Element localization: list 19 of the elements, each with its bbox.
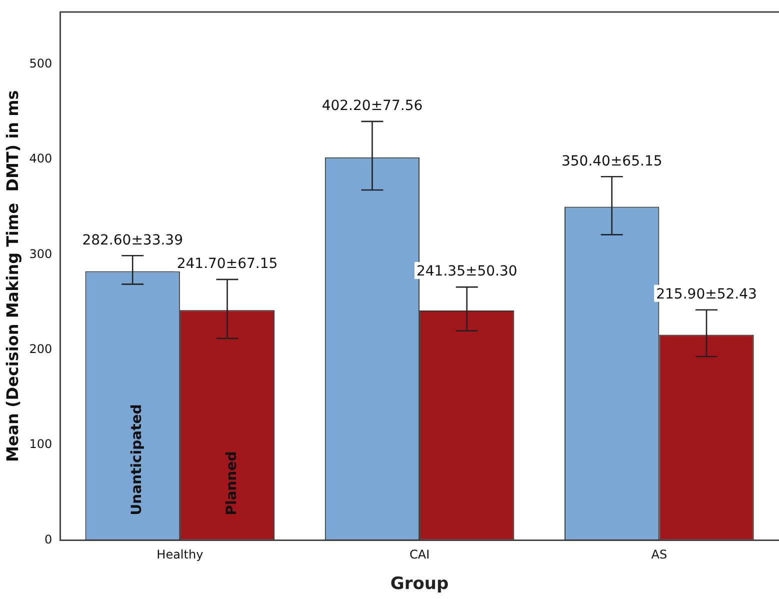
y-tick-label: 300 [29, 246, 52, 261]
data-label: 350.40±65.15 [561, 153, 662, 170]
data-label: 402.20±77.56 [322, 98, 423, 114]
x-axis-title: Group [390, 574, 449, 594]
x-tick-label: AS [651, 548, 668, 562]
y-tick-label: 200 [29, 342, 52, 356]
data-label: 241.35±50.30 [416, 264, 518, 280]
y-axis-title: Mean (Decision Making Time DMT) in ms [2, 90, 22, 462]
x-tick-label: CAI [409, 548, 430, 562]
y-tick-label: 0 [44, 532, 52, 546]
data-label: 282.60±33.39 [82, 232, 183, 248]
data-label: 241.70±67.15 [176, 256, 278, 272]
data-label: 215.90±52.43 [656, 286, 757, 303]
series-label: Unanticipated [129, 404, 146, 516]
y-tick-label: 500 [29, 56, 52, 70]
x-tick-label: Healthy [156, 548, 204, 562]
series-label: Planned [224, 451, 240, 516]
y-tick-label: 100 [29, 437, 52, 452]
y-tick-label: 400 [29, 152, 52, 166]
